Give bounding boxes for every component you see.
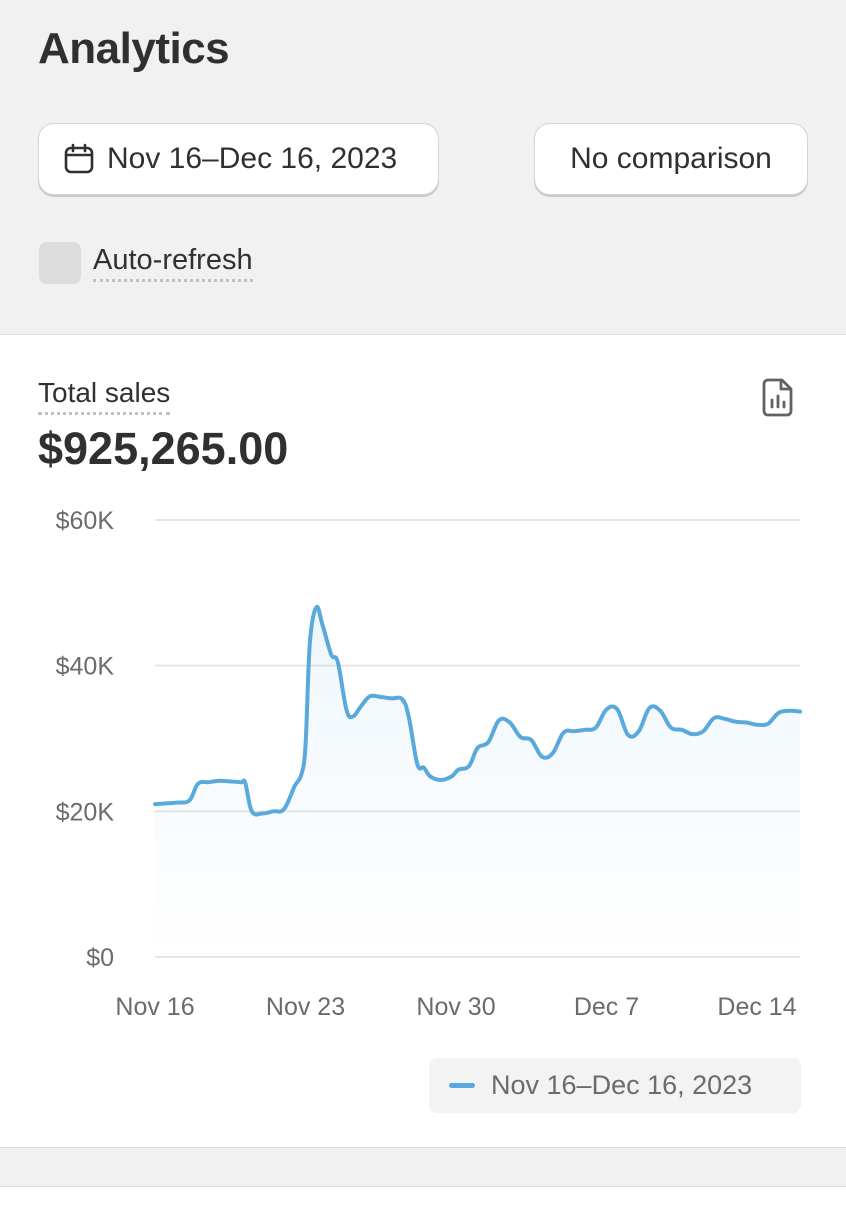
x-tick-label: Nov 16 <box>115 993 194 1021</box>
x-tick-label: Nov 23 <box>266 993 345 1021</box>
x-tick-label: Nov 30 <box>416 993 495 1021</box>
auto-refresh-label: Auto-refresh <box>93 244 253 282</box>
comparison-button[interactable]: No comparison <box>534 123 808 195</box>
sales-chart: $0 $20K $40K $60K Nov 16 Nov 23 Nov 30 Dec 7 Dec… <box>56 507 802 1021</box>
y-tick-label: $0 <box>86 944 114 972</box>
report-icon[interactable] <box>760 377 796 417</box>
series-line[interactable] <box>153 604 802 817</box>
auto-refresh-toggle[interactable]: Auto-refresh <box>39 242 253 284</box>
x-tick-label: Dec 7 <box>574 993 639 1021</box>
total-sales-card: Total sales $925,265.00 $0 $20K $40K $60K No… <box>0 334 846 1148</box>
calendar-icon <box>63 143 95 175</box>
legend-swatch <box>449 1083 475 1088</box>
card-title[interactable]: Total sales <box>38 377 171 415</box>
auto-refresh-checkbox[interactable] <box>39 242 81 284</box>
date-range-button[interactable]: Nov 16–Dec 16, 2023 <box>38 123 439 195</box>
x-tick-label: Dec 14 <box>717 993 796 1021</box>
comparison-label: No comparison <box>570 142 772 175</box>
chart-legend[interactable]: Nov 16–Dec 16, 2023 <box>429 1058 801 1113</box>
total-sales-value: $925,265.00 <box>38 423 289 474</box>
date-range-label: Nov 16–Dec 16, 2023 <box>107 142 398 175</box>
next-card <box>0 1186 846 1227</box>
y-tick-label: $20K <box>56 798 115 826</box>
series-area <box>155 606 800 957</box>
page-title: Analytics <box>38 24 230 73</box>
y-tick-label: $60K <box>56 507 115 535</box>
legend-label: Nov 16–Dec 16, 2023 <box>491 1070 753 1100</box>
y-tick-label: $40K <box>56 653 115 681</box>
